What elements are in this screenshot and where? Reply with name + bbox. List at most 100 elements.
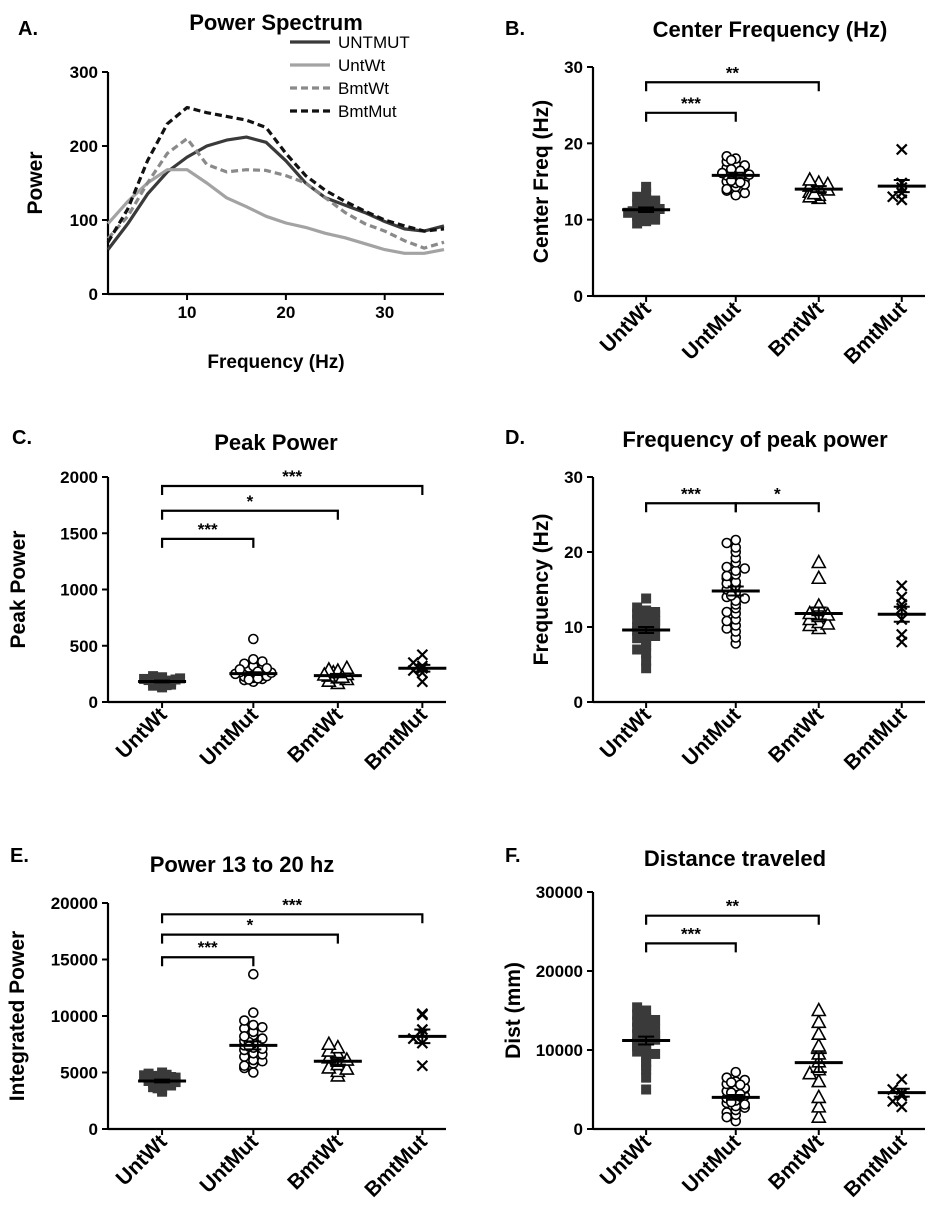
data-point <box>338 659 355 675</box>
y-axis-label: Dist (mm) <box>502 962 525 1059</box>
y-tick-label: 20000 <box>51 894 98 913</box>
panel-b: B. Center Frequency (Hz) Center Freq (Hz) 0… <box>505 17 926 369</box>
data-point <box>810 553 827 569</box>
category-label: BmtWt <box>764 703 828 767</box>
y-tick-label: 15000 <box>51 951 98 970</box>
panel-label: C. <box>12 427 32 449</box>
data-point <box>641 648 652 659</box>
y-tick-label: 1000 <box>60 581 98 600</box>
significance-bracket <box>645 502 737 513</box>
data-point <box>734 176 746 188</box>
data-point <box>632 1009 643 1020</box>
series-line-untwt <box>106 168 445 255</box>
data-point <box>641 617 652 628</box>
category-label: UntWt <box>112 703 172 763</box>
data-point <box>641 655 652 666</box>
chart-title: Peak Power <box>214 430 338 455</box>
y-tick-label: 0 <box>89 1120 98 1139</box>
data-point <box>641 1005 652 1016</box>
significance-bracket <box>734 502 820 513</box>
data-point <box>721 615 733 627</box>
data-point <box>641 593 652 604</box>
data-point <box>175 673 186 684</box>
y-axis-label: Peak Power <box>7 531 30 649</box>
legend-entry: UntWt <box>338 56 386 75</box>
data-point <box>810 1108 827 1123</box>
data-point <box>416 1007 429 1020</box>
panel-label: E. <box>10 845 29 867</box>
data-point <box>739 1099 751 1110</box>
category-label: UntWt <box>596 297 656 357</box>
data-point <box>641 187 652 198</box>
x-axis-label: Frequency (Hz) <box>207 352 344 373</box>
y-tick-label: 200 <box>70 137 98 156</box>
data-point <box>734 1079 746 1091</box>
data-point <box>632 1029 643 1040</box>
significance-bracket <box>645 111 737 122</box>
series-line-bmtwt <box>106 137 445 250</box>
data-point <box>320 1035 337 1051</box>
data-point <box>895 1073 908 1086</box>
data-point <box>641 1051 652 1062</box>
panel-label: A. <box>18 18 38 40</box>
legend-entry: BmtWt <box>338 79 389 98</box>
panel-f: F. Distance traveled Dist (mm) 0 10000 20000 3… <box>502 845 926 1202</box>
y-tick-label: 0 <box>574 287 583 306</box>
data-point <box>261 662 273 674</box>
category-label: BmtMut <box>840 297 912 369</box>
category-label: UntMut <box>678 1130 745 1197</box>
category-label: BmtMut <box>360 1130 432 1202</box>
data-point <box>819 615 836 630</box>
data-point <box>152 1083 163 1094</box>
data-point <box>650 607 661 617</box>
significance-bracket <box>160 484 424 495</box>
data-point <box>248 1019 259 1031</box>
data-point <box>730 1066 742 1078</box>
data-point <box>641 605 652 616</box>
significance-bracket <box>645 81 820 92</box>
data-point <box>721 183 733 195</box>
data-point <box>632 622 643 632</box>
data-point <box>161 1079 172 1090</box>
data-point <box>721 570 733 582</box>
data-point <box>632 1002 643 1013</box>
y-tick-label: 0 <box>574 693 583 712</box>
data-point <box>248 1007 259 1018</box>
data-point <box>641 1060 652 1071</box>
data-point <box>623 207 634 218</box>
data-point <box>886 190 899 203</box>
data-point <box>632 1016 643 1027</box>
y-axis-label: Frequency (Hz) <box>530 514 553 666</box>
y-tick-label: 10 <box>564 618 583 637</box>
data-point <box>139 673 150 684</box>
data-point <box>721 561 733 573</box>
series-line-untmut <box>106 135 445 251</box>
significance-label: ** <box>726 897 740 916</box>
data-point <box>886 1095 899 1108</box>
data-point <box>416 648 429 661</box>
panel-label: D. <box>505 427 525 449</box>
data-point <box>239 1060 250 1072</box>
chart-title: Distance traveled <box>644 846 826 871</box>
panel-d: D. Frequency of peak power Frequency (Hz) 0… <box>505 427 926 775</box>
data-point <box>157 1067 168 1078</box>
chart-title: Power Spectrum <box>189 10 363 35</box>
panel-a: A. Power Spectrum Power 0 100 200 300 10 20 30 Fre… <box>18 10 445 373</box>
significance-label: *** <box>681 94 701 113</box>
data-point <box>641 181 652 192</box>
y-tick-label: 30 <box>564 58 583 77</box>
y-axis-label: Center Freq (Hz) <box>530 100 553 263</box>
data-point <box>632 1046 643 1057</box>
significance-label: * <box>247 916 254 935</box>
data-point <box>338 1060 355 1075</box>
data-point <box>645 198 656 209</box>
significance-label: *** <box>198 938 218 957</box>
data-point <box>810 1037 827 1052</box>
y-tick-label: 0 <box>89 693 98 712</box>
significance-bracket <box>160 933 339 944</box>
y-tick-label: 1500 <box>60 524 98 543</box>
y-tick-label: 20 <box>564 134 583 153</box>
category-label: BmtWt <box>764 1130 828 1194</box>
data-point <box>641 1026 652 1037</box>
chart-title: Center Frequency (Hz) <box>653 17 888 42</box>
